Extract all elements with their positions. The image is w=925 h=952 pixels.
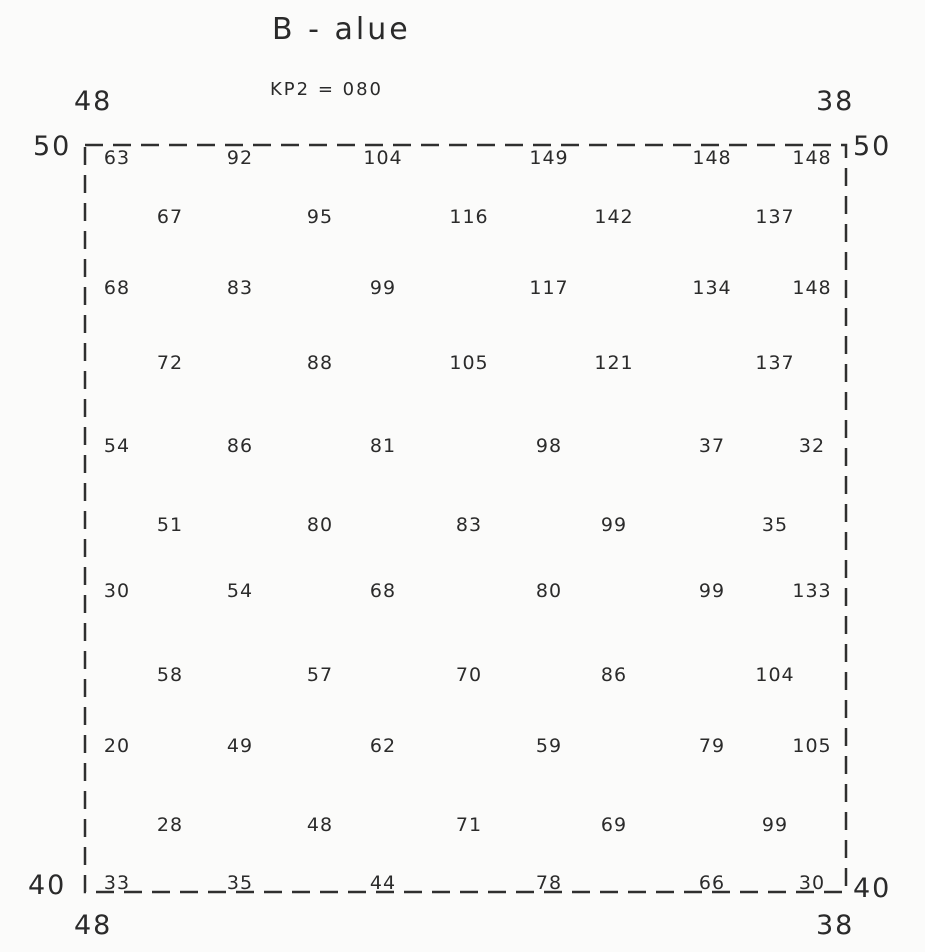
grid-value-r10-c3: 71 [455, 814, 483, 836]
corner-top-right-side: 50 [853, 131, 892, 162]
grid-value-r2-c4: 142 [594, 206, 634, 228]
grid-value-r11-c1: 33 [103, 872, 131, 894]
grid-value-r6-c5: 35 [761, 514, 789, 536]
kp2-label: KP2 = 080 [270, 79, 383, 100]
grid-value-r11-c4: 78 [535, 872, 563, 894]
grid-value-r10-c1: 28 [156, 814, 184, 836]
diagram-title: B - alue [272, 12, 411, 47]
grid-value-r5-c1: 54 [103, 435, 131, 457]
grid-value-r8-c1: 58 [156, 664, 184, 686]
grid-value-r7-c2: 54 [226, 580, 254, 602]
grid-value-r10-c5: 99 [761, 814, 789, 836]
grid-value-r8-c4: 86 [600, 664, 628, 686]
grid-value-r4-c3: 105 [449, 352, 489, 374]
grid-value-r2-c1: 67 [156, 206, 184, 228]
grid-value-r7-c6: 133 [792, 580, 832, 602]
grid-value-r3-c6: 148 [792, 277, 832, 299]
corner-bottom-right-side: 40 [853, 873, 892, 904]
grid-value-r11-c3: 44 [369, 872, 397, 894]
grid-value-r5-c3: 81 [369, 435, 397, 457]
grid-value-r2-c3: 116 [449, 206, 489, 228]
dashed-boundary-rect [83, 143, 848, 894]
grid-value-r9-c4: 59 [535, 735, 563, 757]
grid-value-r11-c2: 35 [226, 872, 254, 894]
corner-top-left-outer: 48 [74, 86, 113, 117]
grid-value-r4-c1: 72 [156, 352, 184, 374]
grid-value-r9-c2: 49 [226, 735, 254, 757]
grid-value-r9-c3: 62 [369, 735, 397, 757]
grid-value-r7-c1: 30 [103, 580, 131, 602]
grid-value-r4-c5: 137 [755, 352, 795, 374]
grid-value-r5-c2: 86 [226, 435, 254, 457]
grid-value-r4-c2: 88 [306, 352, 334, 374]
grid-value-r11-c5: 66 [698, 872, 726, 894]
grid-value-r3-c1: 68 [103, 277, 131, 299]
grid-value-r3-c2: 83 [226, 277, 254, 299]
grid-value-r1-c2: 92 [226, 147, 254, 169]
grid-value-r6-c3: 83 [455, 514, 483, 536]
grid-value-r11-c6: 30 [798, 872, 826, 894]
grid-value-r1-c1: 63 [103, 147, 131, 169]
grid-value-r3-c5: 134 [692, 277, 732, 299]
grid-value-r9-c5: 79 [698, 735, 726, 757]
corner-bottom-left-outer: 48 [74, 910, 113, 941]
grid-value-r8-c5: 104 [755, 664, 795, 686]
corner-bottom-right-outer: 38 [816, 910, 855, 941]
grid-value-r3-c3: 99 [369, 277, 397, 299]
grid-value-r1-c5: 148 [692, 147, 732, 169]
grid-value-r10-c4: 69 [600, 814, 628, 836]
corner-top-left-side: 50 [33, 131, 72, 162]
grid-value-r6-c2: 80 [306, 514, 334, 536]
corner-bottom-left-side: 40 [28, 870, 67, 901]
grid-value-r7-c4: 80 [535, 580, 563, 602]
grid-value-r3-c4: 117 [529, 277, 569, 299]
grid-value-r5-c6: 32 [798, 435, 826, 457]
corner-top-right-outer: 38 [816, 86, 855, 117]
grid-value-r1-c6: 148 [792, 147, 832, 169]
grid-value-r1-c4: 149 [529, 147, 569, 169]
grid-value-r7-c5: 99 [698, 580, 726, 602]
grid-value-r5-c5: 37 [698, 435, 726, 457]
grid-value-r1-c3: 104 [363, 147, 403, 169]
grid-value-r2-c5: 137 [755, 206, 795, 228]
grid-value-r8-c2: 57 [306, 664, 334, 686]
grid-value-r7-c3: 68 [369, 580, 397, 602]
grid-value-r6-c1: 51 [156, 514, 184, 536]
grid-value-r10-c2: 48 [306, 814, 334, 836]
grid-value-r2-c2: 95 [306, 206, 334, 228]
grid-value-r4-c4: 121 [594, 352, 634, 374]
grid-value-r9-c1: 20 [103, 735, 131, 757]
grid-value-r6-c4: 99 [600, 514, 628, 536]
grid-value-r8-c3: 70 [455, 664, 483, 686]
grid-value-r9-c6: 105 [792, 735, 832, 757]
grid-value-r5-c4: 98 [535, 435, 563, 457]
